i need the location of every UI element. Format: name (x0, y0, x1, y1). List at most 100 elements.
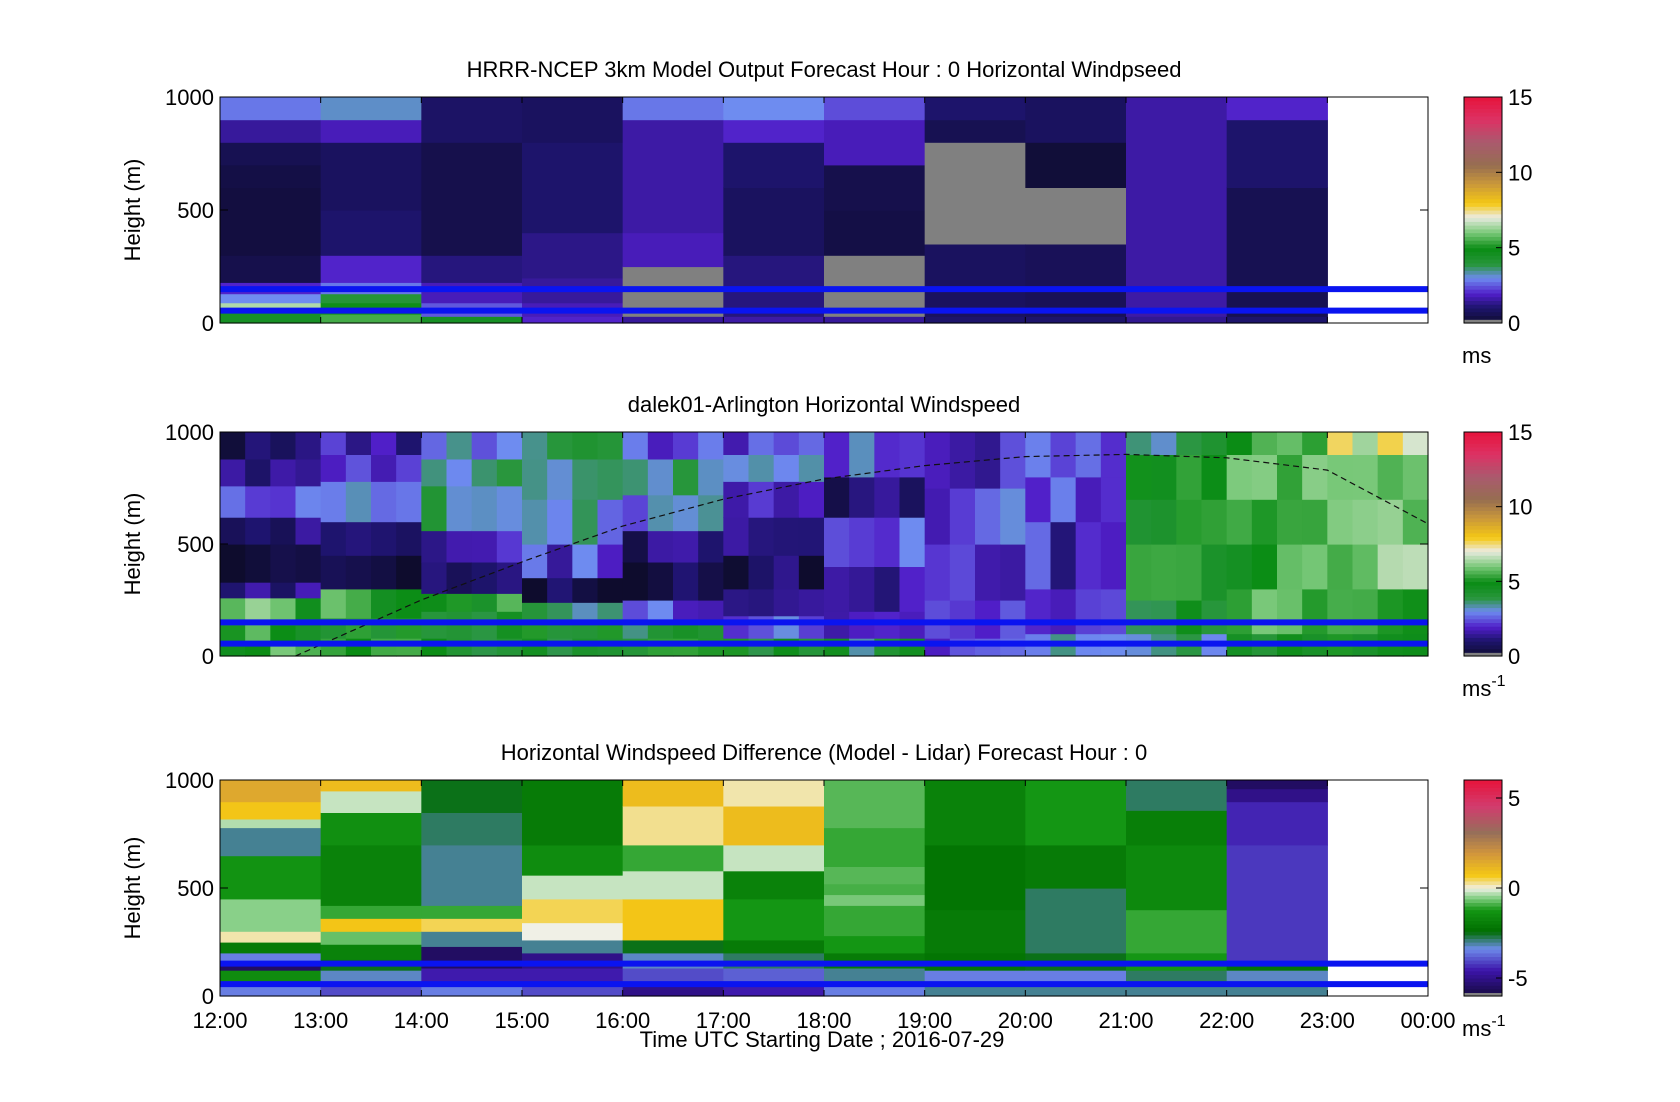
heatmap-cell (295, 544, 322, 583)
heatmap-cell (547, 432, 573, 460)
colorbar-swatch (1464, 157, 1502, 162)
heatmap-cell (824, 119, 926, 166)
heatmap-cell (1251, 544, 1278, 590)
heatmap-cell (220, 780, 322, 803)
heatmap-cell (421, 142, 523, 256)
colorbar-swatch (1464, 600, 1502, 605)
colorbar-swatch (1464, 626, 1502, 631)
colorbar-swatch (1464, 97, 1502, 102)
heatmap-cell (1277, 499, 1303, 545)
colorbar-swatch (1464, 491, 1502, 497)
colorbar-swatch (1464, 970, 1502, 975)
heatmap-cell (1126, 499, 1152, 545)
heatmap-cell (345, 521, 372, 556)
heatmap-cell (1226, 544, 1253, 590)
heatmap-cell (1025, 142, 1127, 188)
heatmap-cell (924, 97, 1026, 121)
colorbar-swatch (1464, 502, 1502, 508)
colorbar-swatch (1464, 924, 1502, 929)
heatmap-cell (597, 432, 624, 460)
heatmap-cell (446, 561, 473, 594)
y-tick-label: 500 (177, 198, 214, 223)
heatmap-cell (371, 555, 397, 590)
heatmap-cell (1226, 499, 1253, 545)
heatmap-cell (597, 458, 624, 500)
colorbar-swatch (1464, 540, 1502, 545)
colorbar-swatch (1464, 532, 1502, 538)
heatmap-cell (421, 97, 523, 143)
heatmap-cell (471, 485, 498, 532)
y-tick-label: 1000 (165, 420, 214, 445)
heatmap-cell (1277, 588, 1303, 635)
heatmap-cell (1126, 544, 1152, 601)
heatmap-cell (748, 432, 775, 455)
heatmap-cell (1176, 544, 1203, 601)
colorbar-tick-label: 5 (1508, 569, 1520, 594)
colorbar: 0 5 10 15 ms-1 (1462, 420, 1532, 701)
colorbar-swatch (1464, 585, 1502, 590)
heatmap-cell (748, 517, 775, 556)
colorbar-swatch (1464, 570, 1502, 575)
colorbar-swatch (1464, 461, 1502, 467)
heatmap-cell (1126, 844, 1228, 911)
colorbar-tick-label: 10 (1508, 495, 1532, 520)
heatmap-cell (1151, 544, 1177, 601)
heatmap-cell (622, 97, 724, 121)
heatmap-cell (698, 432, 724, 460)
colorbar-swatch (1464, 988, 1502, 993)
heatmap-cell (723, 187, 825, 256)
heatmap-cell (698, 600, 724, 621)
heatmap-cell (748, 588, 775, 617)
heatmap-cell (522, 939, 624, 954)
heatmap-cell (496, 432, 523, 460)
heatmap-cell (1100, 521, 1127, 590)
heatmap-cell (748, 615, 775, 639)
heatmap-cell (924, 142, 1026, 245)
heatmap-cell (673, 561, 699, 601)
heatmap-cell (320, 255, 422, 283)
y-axis-label: Height (m) (120, 159, 145, 262)
heatmap-cell (622, 780, 724, 807)
heatmap-cell (1377, 588, 1404, 635)
colorbar-swatch (1464, 484, 1502, 489)
heatmap-cell (1176, 499, 1203, 545)
colorbar-swatch (1464, 247, 1502, 253)
colorbar-swatch (1464, 164, 1502, 170)
heatmap-cell (320, 313, 422, 324)
colorbar-swatch (1464, 637, 1502, 642)
heatmap-cell (1377, 454, 1404, 500)
heatmap-cell (572, 577, 599, 603)
heatmap-cell (622, 458, 649, 496)
heatmap-cell (1251, 432, 1278, 455)
heatmap-cell (320, 97, 422, 121)
heatmap-cell (547, 458, 573, 500)
heatmap-cell (371, 481, 397, 523)
heatmap-cell (1126, 97, 1228, 317)
colorbar-swatch (1464, 228, 1502, 234)
colorbar-swatch (1464, 544, 1502, 549)
heatmap-cell (345, 432, 372, 455)
colorbar-swatch (1464, 780, 1502, 785)
heatmap-cell (1126, 780, 1228, 811)
heatmap-cell (320, 944, 422, 960)
heatmap-cell (673, 600, 699, 621)
heatmap-cell (1327, 454, 1354, 500)
colorbar-swatch (1464, 945, 1502, 950)
heatmap-cell (1025, 970, 1127, 984)
heatmap-cell (320, 555, 347, 590)
colorbar-swatch (1464, 435, 1502, 441)
colorbar-swatch (1464, 611, 1502, 616)
heatmap-cell (396, 555, 422, 590)
heatmap-cell (622, 805, 724, 846)
colorbar-swatch (1464, 217, 1502, 222)
heatmap-cell (371, 432, 397, 455)
colorbar-swatch (1464, 873, 1502, 878)
heatmap-cell (824, 164, 926, 211)
colorbar-swatch (1464, 304, 1502, 309)
heatmap-cell (824, 866, 926, 885)
heatmap-cell (295, 582, 322, 599)
x-tick-label: 19:00 (897, 1008, 952, 1033)
heatmap-cell (220, 517, 246, 545)
heatmap-cell (220, 582, 246, 599)
heatmap-cell (698, 530, 724, 563)
